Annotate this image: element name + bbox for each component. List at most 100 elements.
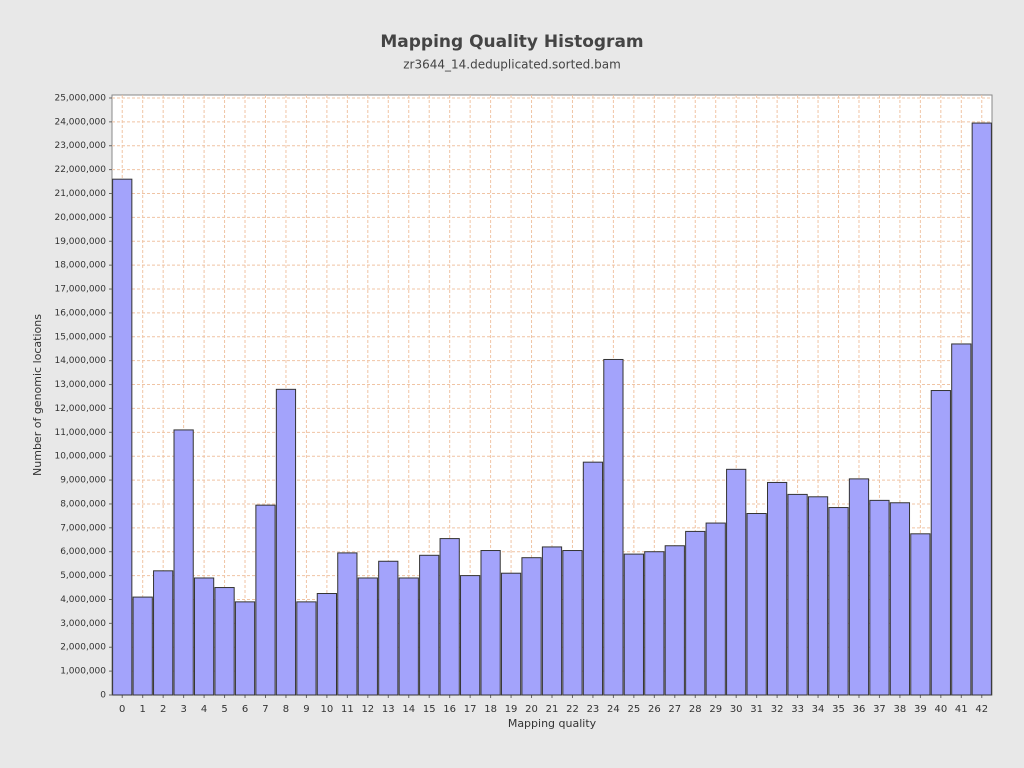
x-tick-label: 28 — [689, 704, 702, 715]
bar — [685, 530, 706, 696]
x-tick-label: 19 — [505, 704, 518, 715]
x-tick-label: 23 — [587, 704, 600, 715]
y-tick-label: 1,000,000 — [60, 667, 106, 677]
y-tick-label: 17,000,000 — [54, 285, 106, 295]
bar — [439, 538, 460, 696]
y-tick-label: 25,000,000 — [54, 93, 106, 103]
y-tick-label: 2,000,000 — [60, 643, 106, 653]
y-tick-label: 16,000,000 — [54, 308, 106, 318]
bar — [746, 513, 767, 696]
x-tick-label: 37 — [873, 704, 886, 715]
x-tick-label: 5 — [221, 704, 227, 715]
x-tick-label: 22 — [566, 704, 579, 715]
bar — [398, 577, 419, 696]
y-tick-label: 24,000,000 — [54, 117, 106, 127]
x-tick-label: 7 — [262, 704, 268, 715]
x-tick-label: 21 — [546, 704, 559, 715]
x-tick-label: 8 — [283, 704, 289, 715]
x-tick-label: 0 — [119, 704, 125, 715]
x-tick-label: 12 — [361, 704, 374, 715]
x-tick-label: 11 — [341, 704, 354, 715]
bar — [603, 358, 624, 696]
y-tick-label: 7,000,000 — [60, 523, 106, 533]
y-tick-label: 21,000,000 — [54, 189, 106, 199]
bar — [173, 429, 194, 696]
y-tick-label: 8,000,000 — [60, 499, 106, 509]
bar — [869, 499, 890, 696]
bar — [316, 593, 338, 696]
bar — [828, 507, 849, 696]
x-tick-label: 25 — [627, 704, 640, 715]
bar — [930, 390, 951, 696]
x-tick-label: 3 — [180, 704, 186, 715]
bar — [480, 550, 501, 696]
x-tick-label: 10 — [321, 704, 334, 715]
y-tick-label: 6,000,000 — [60, 547, 106, 557]
x-tick-label: 1 — [140, 704, 146, 715]
x-tick-label: 35 — [832, 704, 845, 715]
x-tick-label: 15 — [423, 704, 436, 715]
y-tick-label: 10,000,000 — [54, 452, 106, 462]
y-tick-label: 11,000,000 — [54, 428, 106, 438]
y-tick-label: 13,000,000 — [54, 380, 106, 390]
y-tick-label: 23,000,000 — [54, 141, 106, 151]
chart-subtitle: zr3644_14.deduplicated.sorted.bam — [403, 58, 621, 72]
x-tick-label: 9 — [303, 704, 309, 715]
y-axis-label: Number of genomic locations — [31, 314, 44, 476]
bar — [766, 481, 788, 696]
x-tick-label: 26 — [648, 704, 661, 715]
y-tick-label: 4,000,000 — [60, 595, 106, 605]
x-tick-label: 31 — [750, 704, 763, 715]
bar — [460, 575, 481, 696]
x-tick-label: 36 — [853, 704, 866, 715]
x-tick-label: 17 — [464, 704, 477, 715]
bar — [971, 122, 992, 696]
bar — [132, 596, 153, 696]
bar — [234, 601, 256, 696]
y-tick-label: 5,000,000 — [60, 571, 106, 581]
x-tick-label: 42 — [975, 704, 988, 715]
bar — [337, 552, 358, 696]
bar — [419, 554, 440, 696]
bar — [910, 533, 931, 696]
bar — [296, 601, 317, 696]
x-tick-label: 24 — [607, 704, 620, 715]
x-tick-label: 38 — [894, 704, 907, 715]
x-tick-label: 33 — [791, 704, 804, 715]
bar — [500, 572, 522, 696]
x-tick-label: 2 — [160, 704, 166, 715]
bar — [664, 545, 685, 696]
x-tick-label: 30 — [730, 704, 743, 715]
x-tick-label: 34 — [812, 704, 825, 715]
chart-title: Mapping Quality Histogram — [380, 32, 643, 52]
bar — [582, 461, 604, 696]
bar — [214, 587, 235, 696]
bar — [623, 553, 644, 696]
bar — [726, 468, 747, 696]
bar — [378, 560, 399, 696]
bar — [112, 178, 133, 696]
bar — [153, 570, 174, 696]
x-tick-label: 14 — [402, 704, 415, 715]
y-tick-label: 20,000,000 — [54, 213, 106, 223]
x-tick-label: 18 — [484, 704, 497, 715]
bar — [521, 557, 542, 696]
y-tick-label: 18,000,000 — [54, 261, 106, 271]
bar — [848, 478, 870, 696]
bar — [193, 577, 215, 696]
y-tick-label: 19,000,000 — [54, 237, 106, 247]
x-tick-label: 29 — [709, 704, 722, 715]
x-tick-label: 13 — [382, 704, 395, 715]
bar — [541, 546, 563, 696]
y-tick-label: 15,000,000 — [54, 332, 106, 342]
bar — [357, 577, 378, 696]
y-tick-label: 14,000,000 — [54, 356, 106, 366]
y-tick-label: 9,000,000 — [60, 476, 106, 486]
bar — [705, 522, 726, 696]
y-tick-label: 3,000,000 — [60, 619, 106, 629]
x-tick-label: 39 — [914, 704, 927, 715]
bar — [255, 504, 276, 696]
x-axis-label: Mapping quality — [508, 717, 597, 730]
bar — [275, 388, 297, 696]
